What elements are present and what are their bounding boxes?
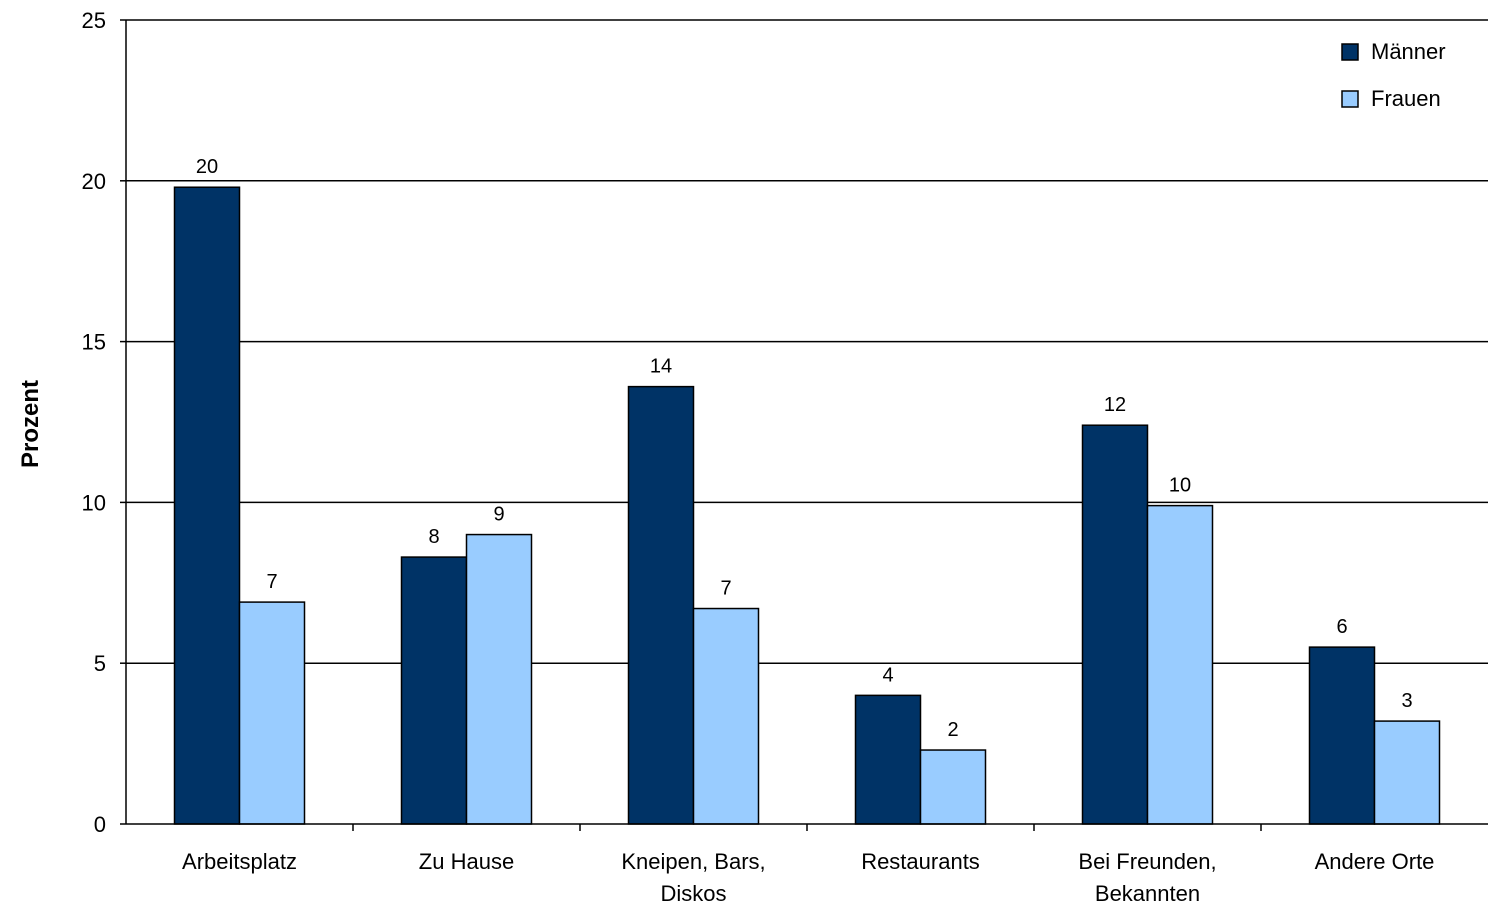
x-category-label: Kneipen, Bars, <box>621 849 765 874</box>
bar-frauen <box>1146 504 1214 825</box>
y-tick-label: 10 <box>82 490 106 515</box>
bar-frauen <box>465 533 533 825</box>
bar-frauen <box>919 749 987 825</box>
data-label: 8 <box>428 526 439 548</box>
x-category-label: Bei Freunden, <box>1078 849 1216 874</box>
x-category-label: Andere Orte <box>1315 849 1435 874</box>
bar-maenner <box>1308 646 1376 825</box>
data-label: 7 <box>266 571 277 593</box>
x-category-label: Diskos <box>660 881 726 905</box>
y-tick-label: 25 <box>82 8 106 33</box>
data-label: 14 <box>650 356 672 378</box>
data-label: 4 <box>882 664 893 686</box>
bar-maenner <box>627 385 695 825</box>
y-tick-label: 0 <box>94 812 106 837</box>
bar-maenner <box>400 556 468 825</box>
x-category-label: Arbeitsplatz <box>182 849 297 874</box>
data-label: 10 <box>1169 475 1191 497</box>
x-category-label: Bekannten <box>1095 881 1200 905</box>
data-label: 9 <box>493 504 504 526</box>
data-label: 2 <box>947 719 958 741</box>
legend-label: Frauen <box>1371 86 1441 111</box>
legend: Männer Frauen <box>1341 39 1446 111</box>
y-tick-label: 20 <box>82 169 106 194</box>
x-category-label: Restaurants <box>861 849 980 874</box>
bar-maenner <box>173 186 241 825</box>
y-tick-label: 5 <box>94 651 106 676</box>
bar-frauen <box>1373 720 1441 825</box>
bar-frauen <box>238 601 306 825</box>
legend-label: Männer <box>1371 39 1446 64</box>
data-labels: 20 7 8 9 14 7 4 2 12 10 6 3 <box>196 156 1413 741</box>
data-label: 7 <box>720 578 731 600</box>
y-axis-title: Prozent <box>17 380 44 468</box>
axes: 0 5 10 15 20 25 Arbeitsplatz Zu Hause Kneipen, B… <box>82 8 1488 906</box>
data-label: 12 <box>1104 394 1126 416</box>
bar-maenner <box>854 694 922 825</box>
x-category-label: Zu Hause <box>419 849 514 874</box>
data-label: 6 <box>1336 616 1347 638</box>
legend-swatch <box>1341 43 1359 61</box>
bar-maenner <box>1081 424 1149 825</box>
bars <box>173 186 1441 825</box>
bar-frauen <box>692 607 760 825</box>
legend-swatch <box>1341 90 1359 108</box>
gridlines <box>126 19 1488 664</box>
y-tick-label: 15 <box>82 330 106 355</box>
data-label: 20 <box>196 156 218 178</box>
data-label: 3 <box>1401 690 1412 712</box>
